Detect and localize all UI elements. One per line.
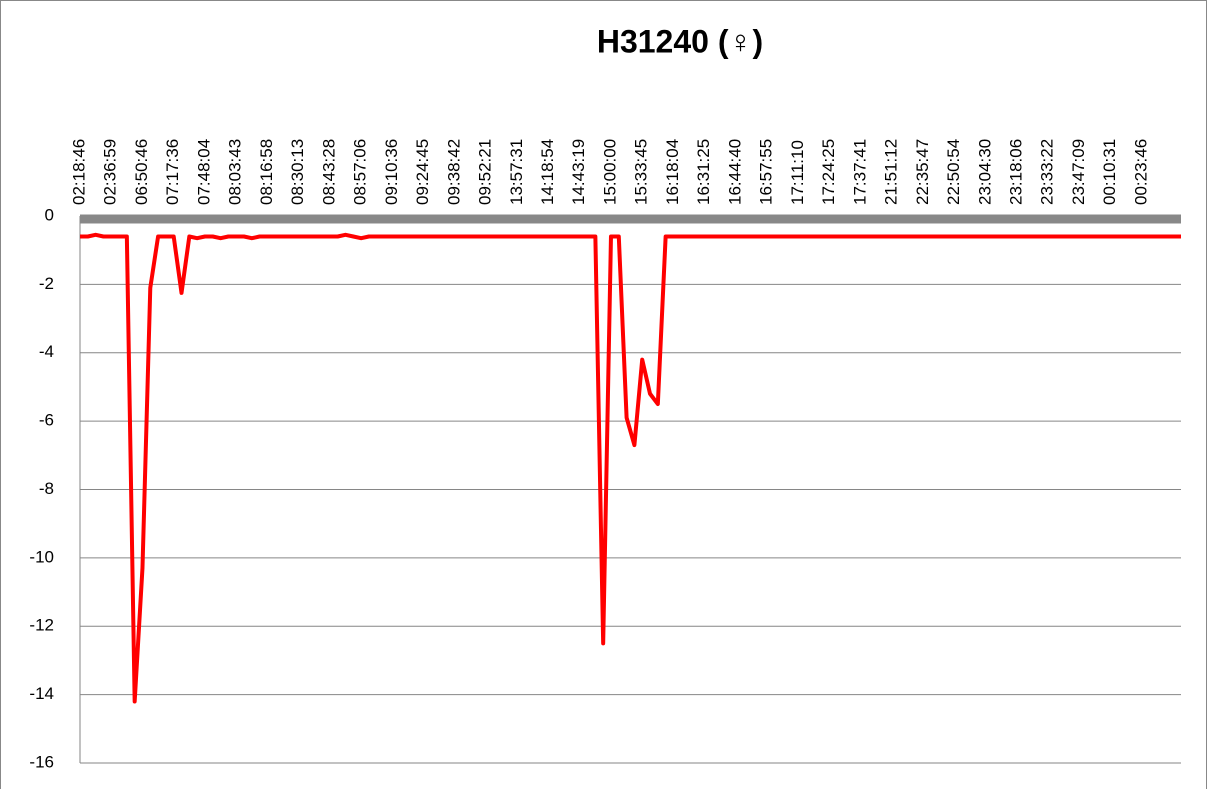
x-tick-label: 15:00:00 xyxy=(600,139,619,205)
x-tick-label: 17:24:25 xyxy=(819,139,838,205)
x-tick-label: 16:57:55 xyxy=(757,139,776,205)
x-tick-label: 07:17:36 xyxy=(163,139,182,205)
data-line xyxy=(80,232,1181,704)
y-tick-label: -12 xyxy=(29,616,54,635)
x-tick-label: 23:04:30 xyxy=(975,139,994,205)
x-tick-label: 00:10:31 xyxy=(1100,139,1119,205)
x-tick-label: 14:43:19 xyxy=(569,139,588,205)
x-tick-label: 08:43:28 xyxy=(319,139,338,205)
y-tick-label: 0 xyxy=(45,205,54,224)
x-tick-label: 00:23:46 xyxy=(1131,139,1150,205)
x-tick-label: 07:48:04 xyxy=(194,139,213,205)
y-tick-label: -2 xyxy=(39,274,54,293)
x-tick-label: 09:24:45 xyxy=(413,139,432,205)
x-tick-label: 22:35:47 xyxy=(913,139,932,205)
x-tick-label: 21:51:12 xyxy=(882,139,901,205)
x-tick-label: 15:33:45 xyxy=(632,139,651,205)
x-tick-label: 02:18:46 xyxy=(69,139,88,205)
y-tick-label: -16 xyxy=(29,752,54,771)
y-tick-label: -4 xyxy=(39,342,54,361)
x-tick-label: 08:16:58 xyxy=(257,139,276,205)
x-tick-label: 08:30:13 xyxy=(288,139,307,205)
x-tick-label: 09:38:42 xyxy=(444,139,463,205)
x-tick-label: 14:18:54 xyxy=(538,139,557,205)
x-tick-label: 09:52:21 xyxy=(476,139,495,205)
x-tick-label: 23:18:06 xyxy=(1007,139,1026,205)
x-tick-label: 23:33:22 xyxy=(1038,139,1057,205)
x-tick-label: 08:57:06 xyxy=(351,139,370,205)
x-tick-label: 02:36:59 xyxy=(101,139,120,205)
x-tick-label: 13:57:31 xyxy=(507,139,526,205)
y-tick-label: -6 xyxy=(39,411,54,430)
chart-title: H31240 (♀) xyxy=(597,23,763,59)
x-tick-label: 08:03:43 xyxy=(226,139,245,205)
x-tick-label: 06:50:46 xyxy=(132,139,151,205)
x-tick-label: 17:11:10 xyxy=(788,140,807,205)
x-tick-label: 09:10:36 xyxy=(382,139,401,205)
x-tick-label: 22:50:54 xyxy=(944,139,963,205)
y-tick-label: -14 xyxy=(29,684,54,703)
y-tick-label: -10 xyxy=(29,547,54,566)
y-tick-label: -8 xyxy=(39,479,54,498)
x-tick-label: 17:37:41 xyxy=(850,139,869,205)
x-tick-label: 16:31:25 xyxy=(694,139,713,205)
x-tick-label: 23:47:09 xyxy=(1069,139,1088,205)
x-tick-label: 16:44:40 xyxy=(725,139,744,205)
x-tick-label: 16:18:04 xyxy=(663,139,682,205)
